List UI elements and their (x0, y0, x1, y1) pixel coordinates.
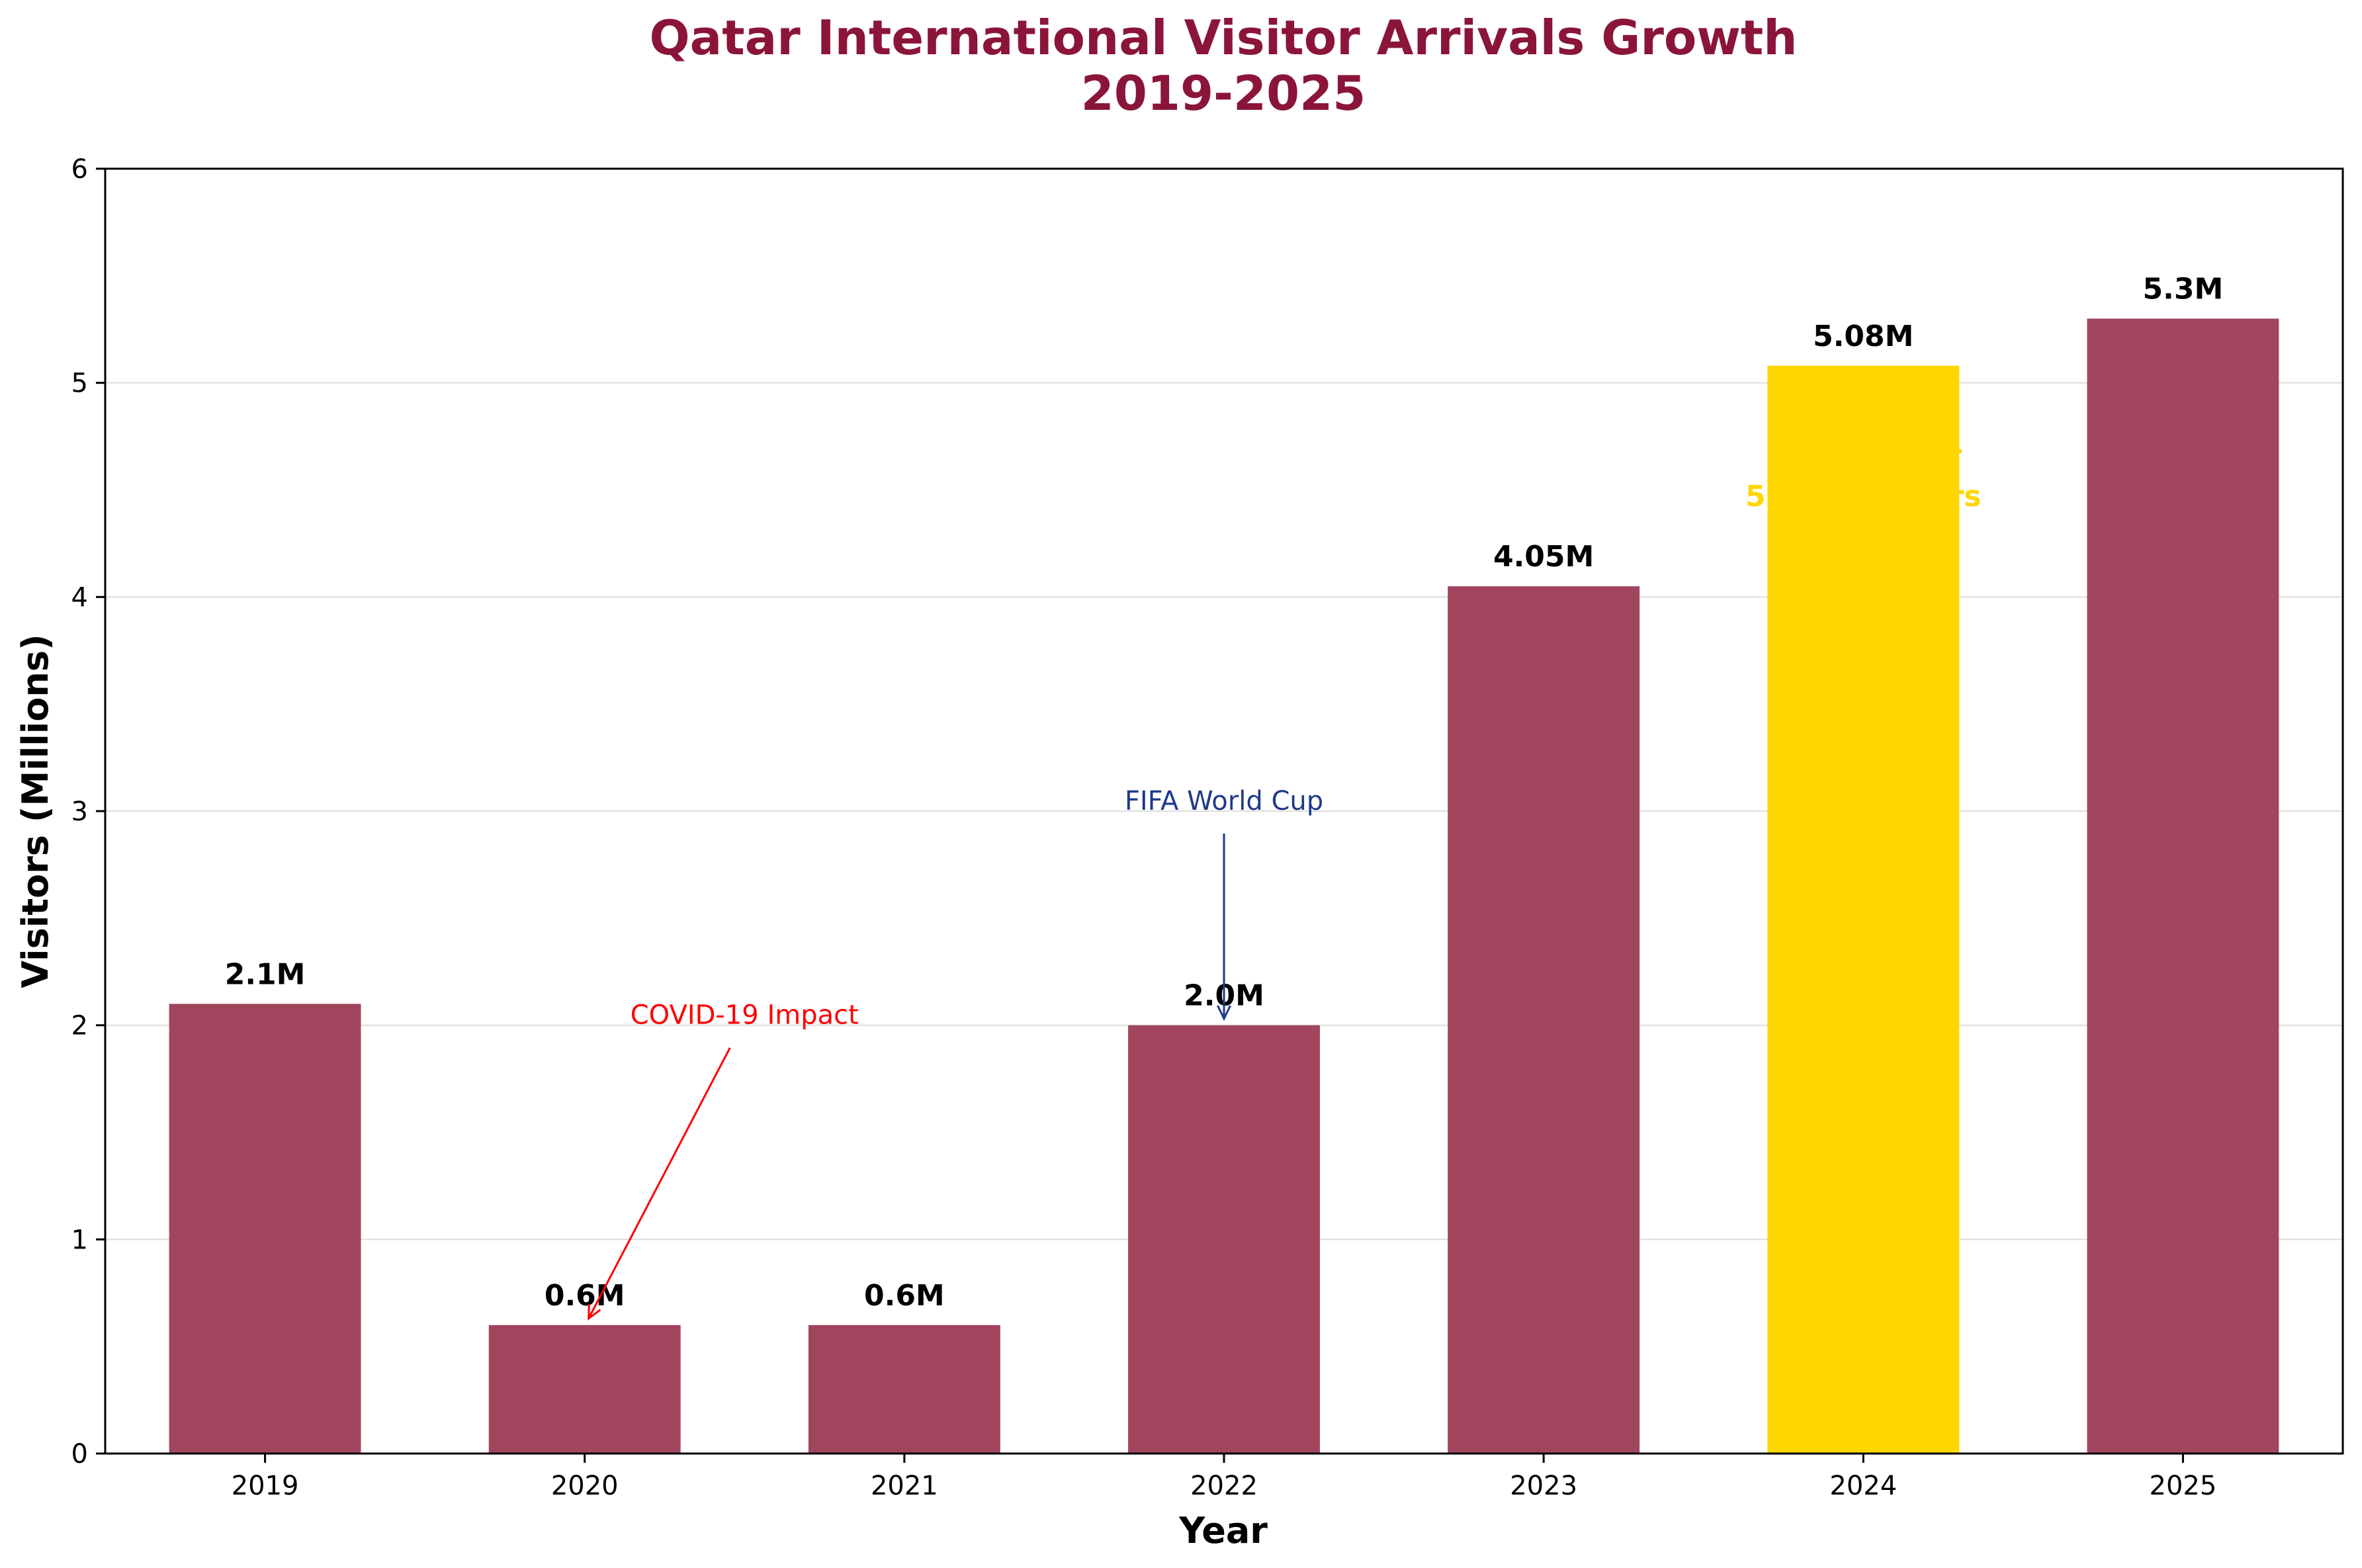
y-tick-label: 5 (71, 369, 88, 399)
value-label-2021: 0.6M (864, 1279, 945, 1313)
bar-2024 (1767, 365, 1960, 1454)
chart-title-line-2: 2019-2025 (1081, 65, 1366, 121)
highlight-note-line: 5.08M Visitors (1745, 480, 1981, 513)
bar-2023 (1448, 586, 1640, 1454)
x-tick-label: 2019 (232, 1471, 299, 1501)
x-tick-label: 2020 (551, 1471, 619, 1501)
bar-2022 (1128, 1025, 1320, 1454)
y-tick-label: 1 (71, 1225, 88, 1255)
annotation-arrow (588, 1047, 731, 1319)
highlight-note: Record Year 5.08M Visitors (1745, 439, 1981, 513)
x-tick-label: 2024 (1829, 1471, 1897, 1501)
bar-2021 (808, 1325, 1000, 1454)
x-axis-ticks: 2019 2020 2021 2022 2023 2024 2025 (232, 1454, 2217, 1501)
x-tick-label: 2023 (1510, 1471, 1577, 1501)
annotation-label: FIFA World Cup (1125, 786, 1323, 816)
value-label-2024: 5.08M (1813, 320, 1913, 353)
value-label-2020: 0.6M (545, 1279, 625, 1313)
x-tick-label: 2025 (2150, 1471, 2217, 1501)
y-tick-label: 2 (71, 1011, 88, 1041)
x-tick-label: 2021 (871, 1471, 938, 1501)
x-tick-label: 2022 (1190, 1471, 1258, 1501)
bar-2019 (169, 1004, 361, 1454)
y-tick-label: 0 (71, 1439, 88, 1469)
y-axis-label: Visitors (Millions) (15, 634, 56, 988)
y-tick-label: 3 (71, 797, 88, 827)
chart-title-line-1: Qatar International Visitor Arrivals Gro… (649, 10, 1797, 65)
annotation-arrowhead (1217, 1005, 1231, 1022)
y-tick-label: 6 (71, 154, 88, 185)
bar-2025 (2087, 318, 2279, 1454)
value-label-2025: 5.3M (2143, 273, 2224, 306)
y-axis-ticks: 0 1 2 3 4 5 6 (71, 154, 105, 1469)
grid-lines (105, 382, 2343, 1241)
x-axis-label: Year (1178, 1510, 1268, 1551)
bar-2020 (488, 1325, 681, 1454)
y-tick-label: 4 (71, 582, 88, 613)
value-label-2023: 4.05M (1493, 540, 1594, 574)
annotations: COVID-19 Impact FIFA World Cup (588, 786, 1323, 1321)
annotation-arrowhead (588, 1303, 601, 1321)
annotation-label: COVID-19 Impact (631, 1000, 859, 1031)
value-label-2019: 2.1M (225, 957, 306, 991)
highlight-note-line: Record Year (1765, 439, 1962, 472)
bars (169, 318, 2279, 1454)
